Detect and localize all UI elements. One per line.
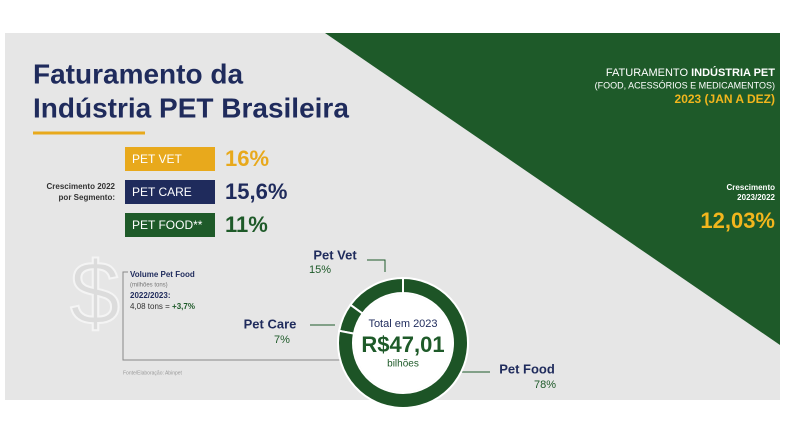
volume-title: Volume Pet Food [130, 270, 195, 279]
donut-value-label: 7% [274, 334, 290, 346]
dollar-icon: $ [70, 244, 120, 344]
growth-label: Crescimento [727, 183, 776, 192]
title-line: Faturamento da [33, 58, 243, 89]
green-panel [325, 33, 780, 345]
donut-value-label: 15% [309, 264, 331, 276]
donut-center-value: R$47,01 [361, 332, 444, 357]
segment-label: PET VET [132, 152, 182, 166]
summary-text: FATURAMENTO [606, 67, 691, 79]
segment-label: PET FOOD** [132, 218, 203, 232]
title-line: Indústria PET Brasileira [33, 92, 349, 123]
donut-hole [354, 294, 452, 392]
donut-center-title: Total em 2023 [368, 318, 437, 330]
segment-value: 16% [225, 146, 269, 171]
donut-category: Pet Vet [313, 247, 357, 262]
donut [337, 276, 469, 409]
caption: Crescimento 2022 [47, 182, 116, 191]
growth-value: 12,03% [700, 208, 775, 233]
summary-text: INDÚSTRIA PET [691, 66, 775, 79]
segment-value: 15,6% [225, 179, 287, 204]
segment-value: 11% [225, 212, 268, 237]
volume-unit: (milhões tons) [130, 283, 168, 289]
growth-label: 2023/2022 [737, 193, 775, 202]
summary-line: (FOOD, ACESSÓRIOS E MEDICAMENTOS) [595, 80, 775, 90]
segment-tag [125, 213, 215, 237]
connector [367, 259, 386, 272]
summary-year: 2023 (JAN A DEZ) [675, 92, 775, 106]
volume-value: 4,08 tons = [130, 302, 172, 311]
summary-line: FATURAMENTO INDÚSTRIA PET [606, 66, 775, 79]
segment-label: PET CARE [132, 185, 192, 199]
segment-tag [125, 180, 215, 204]
donut-segment [337, 276, 469, 409]
source: Fonte/Elaboração: Abinpet [123, 370, 183, 376]
volume-change: +3,7% [172, 302, 195, 311]
donut-value-label: 78% [534, 379, 556, 391]
connector [122, 271, 340, 361]
segment-tag [125, 147, 215, 171]
donut-center-unit: bilhões [387, 359, 419, 370]
donut-category: Pet Food [499, 361, 555, 376]
volume-period: 2022/2023: [130, 291, 170, 300]
donut-category: Pet Care [244, 316, 297, 331]
caption: por Segmento: [59, 193, 115, 202]
volume-text: 4,08 tons = +3,7% [130, 302, 195, 311]
